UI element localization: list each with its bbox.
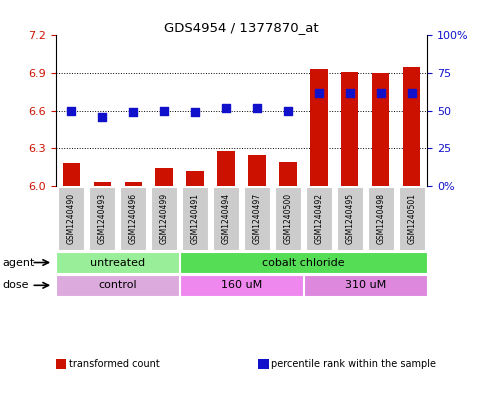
Bar xyxy=(248,154,266,186)
FancyBboxPatch shape xyxy=(182,187,208,250)
Bar xyxy=(186,171,203,186)
Text: 310 uM: 310 uM xyxy=(345,280,386,290)
Point xyxy=(346,90,354,96)
Bar xyxy=(280,162,297,186)
Text: GSM1240496: GSM1240496 xyxy=(128,193,138,244)
FancyBboxPatch shape xyxy=(306,187,332,250)
Point xyxy=(222,105,230,111)
Point xyxy=(253,105,261,111)
Point xyxy=(98,114,106,120)
FancyBboxPatch shape xyxy=(244,187,270,250)
Text: GSM1240500: GSM1240500 xyxy=(284,193,293,244)
Bar xyxy=(372,73,389,186)
Bar xyxy=(403,67,421,186)
Text: GSM1240494: GSM1240494 xyxy=(222,193,230,244)
Text: GSM1240501: GSM1240501 xyxy=(408,193,416,244)
Bar xyxy=(341,72,358,186)
Text: dose: dose xyxy=(2,280,29,290)
Point xyxy=(315,90,323,96)
Point xyxy=(191,109,199,115)
FancyBboxPatch shape xyxy=(120,187,146,250)
Bar xyxy=(62,163,80,186)
FancyBboxPatch shape xyxy=(56,275,179,296)
Point xyxy=(129,109,137,115)
FancyBboxPatch shape xyxy=(180,275,303,296)
Text: percentile rank within the sample: percentile rank within the sample xyxy=(271,359,437,369)
Text: GSM1240492: GSM1240492 xyxy=(314,193,324,244)
Point xyxy=(160,108,168,114)
Text: GSM1240499: GSM1240499 xyxy=(159,193,169,244)
Text: untreated: untreated xyxy=(90,257,145,268)
FancyBboxPatch shape xyxy=(399,187,425,250)
Point xyxy=(284,108,292,114)
Text: GSM1240495: GSM1240495 xyxy=(345,193,355,244)
FancyBboxPatch shape xyxy=(58,187,84,250)
Bar xyxy=(94,182,111,186)
FancyBboxPatch shape xyxy=(337,187,363,250)
Point xyxy=(377,90,385,96)
Text: agent: agent xyxy=(2,257,35,268)
FancyBboxPatch shape xyxy=(89,187,115,250)
Bar xyxy=(156,169,172,186)
Bar xyxy=(217,151,235,186)
Bar xyxy=(125,182,142,186)
FancyBboxPatch shape xyxy=(56,252,179,273)
Text: GSM1240491: GSM1240491 xyxy=(190,193,199,244)
Text: GSM1240493: GSM1240493 xyxy=(98,193,107,244)
Text: GSM1240498: GSM1240498 xyxy=(376,193,385,244)
FancyBboxPatch shape xyxy=(368,187,394,250)
Text: control: control xyxy=(98,280,137,290)
Text: GSM1240490: GSM1240490 xyxy=(67,193,75,244)
Bar xyxy=(311,69,327,186)
Point xyxy=(408,90,416,96)
Text: cobalt chloride: cobalt chloride xyxy=(262,257,345,268)
FancyBboxPatch shape xyxy=(213,187,239,250)
Title: GDS4954 / 1377870_at: GDS4954 / 1377870_at xyxy=(164,21,319,34)
FancyBboxPatch shape xyxy=(275,187,301,250)
Text: transformed count: transformed count xyxy=(69,359,159,369)
FancyBboxPatch shape xyxy=(180,252,427,273)
Text: GSM1240497: GSM1240497 xyxy=(253,193,261,244)
FancyBboxPatch shape xyxy=(151,187,177,250)
FancyBboxPatch shape xyxy=(304,275,427,296)
Point xyxy=(67,108,75,114)
Text: 160 uM: 160 uM xyxy=(221,280,262,290)
